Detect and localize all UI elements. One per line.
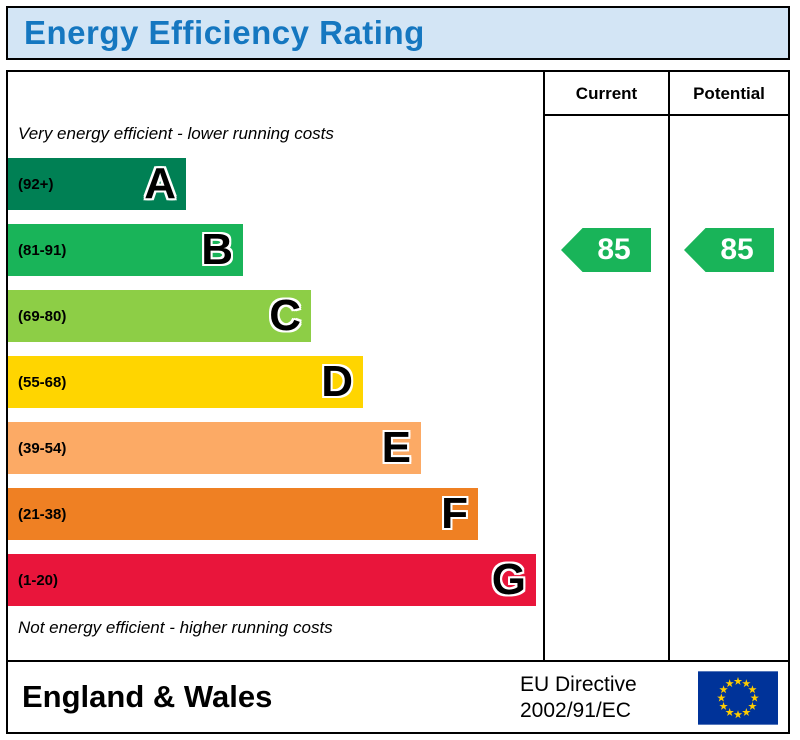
band-range-label: (39-54)	[18, 439, 67, 457]
band-letter: G	[491, 555, 526, 604]
band-bar-b: (81-91) B	[8, 224, 243, 276]
band-row-d: (55-68) D	[8, 356, 543, 422]
band-range-label: (69-80)	[18, 307, 67, 325]
band-range-label: (21-38)	[18, 505, 67, 523]
band-row-e: (39-54) E	[8, 422, 543, 488]
title-bar: Energy Efficiency Rating	[6, 6, 790, 60]
band-letter: B	[201, 225, 233, 274]
band-row-b: (81-91) B	[8, 224, 543, 290]
eu-directive-line1: EU Directive	[520, 673, 637, 696]
potential-rating-value: 85	[720, 233, 754, 266]
eu-directive-label: EU Directive 2002/91/EC	[520, 672, 637, 724]
bottom-note: Not energy efficient - higher running co…	[18, 618, 333, 637]
column-header-potential: Potential	[693, 84, 765, 103]
band-row-g: (1-20) G	[8, 554, 543, 620]
column-header-current: Current	[575, 84, 638, 103]
band-bar-g: (1-20) G	[8, 554, 536, 606]
footer-bar: England & Wales EU Directive 2002/91/EC	[8, 660, 788, 732]
column-divider-potential	[668, 72, 670, 660]
band-bar-e: (39-54) E	[8, 422, 421, 474]
band-range-label: (81-91)	[18, 241, 67, 259]
region-label: England & Wales	[22, 679, 273, 714]
eu-directive-line2: 2002/91/EC	[520, 699, 631, 722]
header-underline	[543, 114, 788, 116]
band-bar-f: (21-38) F	[8, 488, 478, 540]
rating-bands: (92+) A (81-91) B (69-80) C (55-68)	[8, 158, 543, 620]
band-letter: F	[441, 489, 468, 538]
potential-rating-arrow: 85	[684, 228, 774, 272]
current-rating-value: 85	[597, 233, 631, 266]
chart-area: Current Potential Very energy efficient …	[6, 70, 790, 734]
eu-flag-icon	[698, 671, 778, 725]
column-divider-current	[543, 72, 545, 660]
band-range-label: (92+)	[18, 175, 54, 193]
top-note: Very energy efficient - lower running co…	[18, 124, 334, 143]
band-bar-a: (92+) A	[8, 158, 186, 210]
page-title: Energy Efficiency Rating	[24, 14, 425, 51]
band-bar-d: (55-68) D	[8, 356, 363, 408]
band-row-f: (21-38) F	[8, 488, 543, 554]
current-rating-arrow: 85	[561, 228, 651, 272]
band-range-label: (55-68)	[18, 373, 67, 391]
band-range-label: (1-20)	[18, 571, 59, 589]
band-letter: E	[381, 423, 411, 472]
band-letter: C	[269, 291, 301, 340]
band-letter: D	[321, 357, 353, 406]
band-row-c: (69-80) C	[8, 290, 543, 356]
band-bar-c: (69-80) C	[8, 290, 311, 342]
band-row-a: (92+) A	[8, 158, 543, 224]
band-letter: A	[144, 159, 176, 208]
